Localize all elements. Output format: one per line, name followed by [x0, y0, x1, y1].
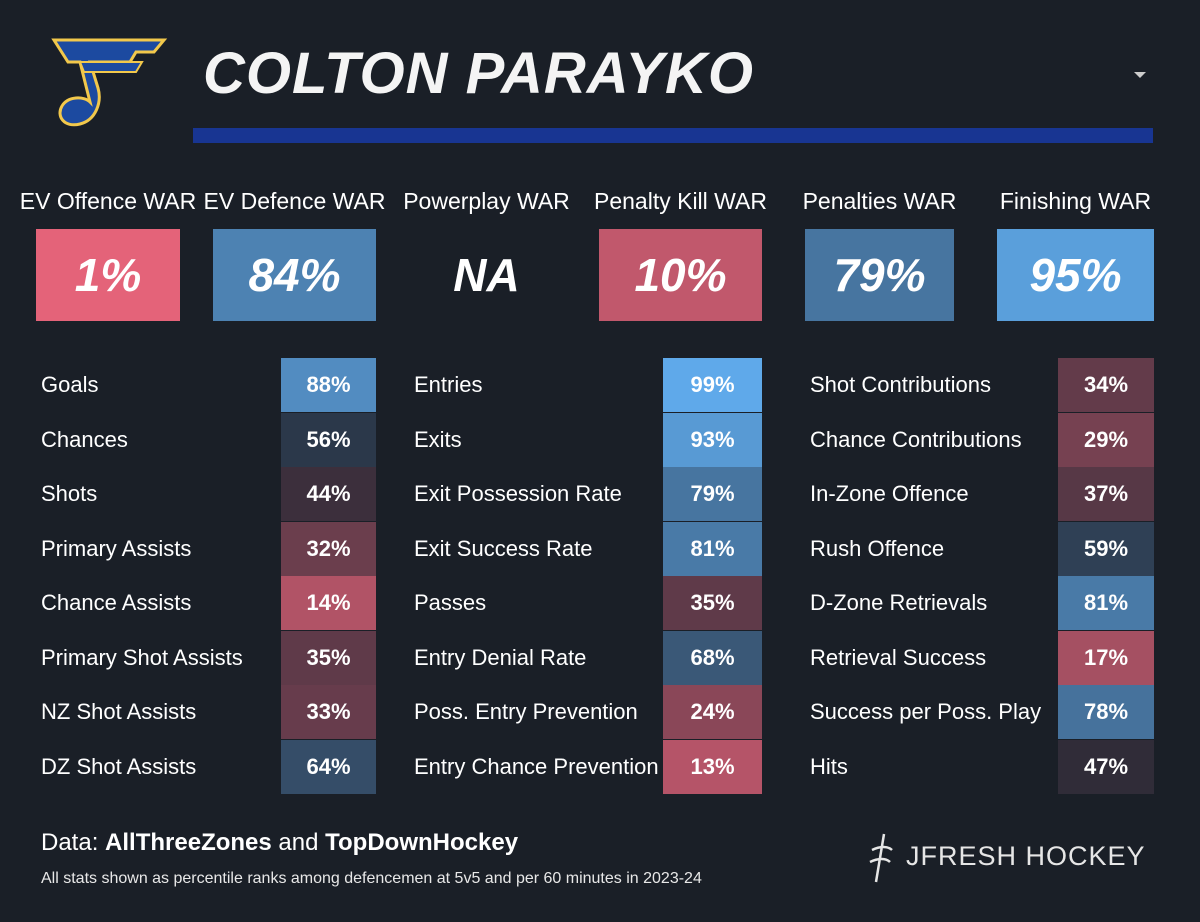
war-label: Powerplay WAR [403, 188, 570, 214]
stat-value: 47% [1058, 739, 1154, 794]
stat-label: Exit Success Rate [414, 535, 593, 561]
stat-value: 68% [663, 630, 762, 685]
stat-label: Chances [41, 426, 128, 452]
stat-label: Goals [41, 372, 99, 397]
source-prefix: Data: [41, 829, 99, 856]
stat-value: 88% [281, 358, 376, 412]
stat-value: 56% [281, 412, 376, 467]
war-label: Finishing WAR [999, 188, 1152, 214]
stat-value: 79% [663, 467, 762, 521]
war-value: NA [453, 249, 520, 301]
stat-label: Chance Contributions [810, 426, 1022, 452]
stat-value: 29% [1058, 412, 1154, 467]
stat-label: Primary Shot Assists [41, 644, 243, 670]
source-line: Data: AllThreeZones and TopDownHockey [41, 829, 518, 857]
stat-label: Shots [41, 481, 98, 506]
stat-label: Chance Assists [41, 590, 192, 615]
war-value: 95% [997, 229, 1154, 321]
stat-value: 13% [663, 739, 762, 794]
stat-label: DZ Shot Assists [41, 753, 197, 779]
war-label: EV Defence WAR [203, 188, 386, 214]
stat-value: 99% [663, 358, 762, 412]
stat-value: 81% [1058, 576, 1154, 630]
war-value: 84% [213, 229, 376, 321]
stat-label: Exit Possession Rate [414, 481, 622, 506]
team-logo [51, 38, 168, 127]
stat-value: 81% [663, 521, 762, 576]
stat-label: In-Zone Offence [810, 481, 969, 506]
stat-value: 44% [281, 467, 376, 521]
war-label: EV Offence WAR [19, 188, 197, 214]
stat-value: 24% [663, 685, 762, 739]
stat-value: 33% [281, 685, 376, 739]
stat-value: 59% [1058, 521, 1154, 576]
war-value: 79% [805, 229, 954, 321]
stat-value: 34% [1058, 358, 1154, 412]
war-label: Penalty Kill WAR [594, 188, 767, 214]
stat-value: 78% [1058, 685, 1154, 739]
title-underline [193, 128, 1153, 143]
stat-value: 35% [281, 630, 376, 685]
stat-label: Entry Denial Rate [414, 644, 587, 670]
stat-value: 93% [663, 412, 762, 467]
stat-label: Success per Poss. Play [810, 699, 1042, 724]
brand-name: JFRESH HOCKEY [906, 841, 1146, 871]
war-label: Penalties WAR [802, 188, 957, 214]
player-name: COLTON PARAYKO [203, 41, 755, 106]
war-value: 10% [599, 229, 762, 321]
stat-label: Entries [414, 372, 483, 397]
stat-label: D-Zone Retrievals [810, 590, 988, 615]
footnote: All stats shown as percentile ranks amon… [41, 870, 702, 887]
dropdown-toggle[interactable] [1134, 72, 1146, 80]
stat-label: Shot Contributions [810, 372, 991, 397]
source-joiner: and [278, 829, 319, 856]
stat-label: Entry Chance Prevention [414, 753, 659, 779]
stat-label: Primary Assists [41, 535, 192, 561]
source-name: TopDownHockey [325, 829, 519, 856]
war-value: 1% [36, 229, 180, 321]
brand-logo [869, 833, 893, 883]
stat-value: 32% [281, 521, 376, 576]
source-name: AllThreeZones [105, 829, 272, 856]
stat-value: 64% [281, 739, 376, 794]
stat-label: Rush Offence [810, 535, 945, 561]
stat-value: 14% [281, 576, 376, 630]
stat-value: 37% [1058, 467, 1154, 521]
stat-label: Retrieval Success [810, 644, 987, 670]
stat-label: Passes [414, 590, 487, 615]
stat-value: 35% [663, 576, 762, 630]
stat-label: Poss. Entry Prevention [414, 699, 638, 724]
stat-label: Exits [414, 426, 462, 452]
stat-value: 17% [1058, 630, 1154, 685]
stat-label: Hits [810, 753, 848, 779]
stat-label: NZ Shot Assists [41, 699, 197, 724]
